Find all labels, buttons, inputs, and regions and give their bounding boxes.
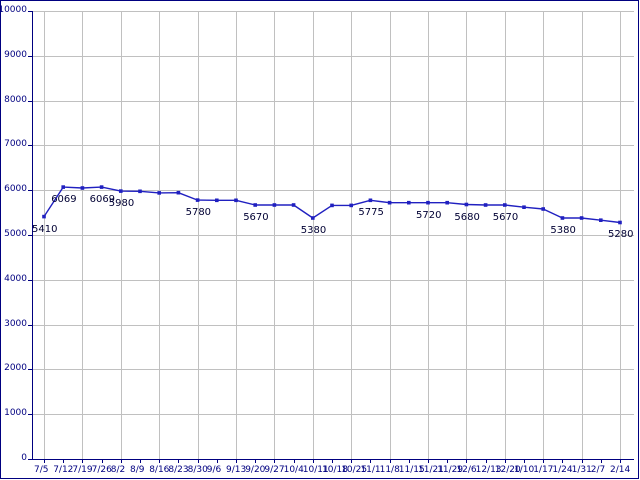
x-tick-label: 10/11: [302, 465, 329, 475]
x-tick-label: 1/17: [533, 465, 554, 475]
x-tick-label: 11/8: [379, 465, 400, 475]
axis-ticks: [28, 11, 621, 463]
y-tick-label: 7000: [4, 139, 27, 150]
x-tick-label: 11/15: [398, 465, 425, 475]
x-tick-label: 8/9: [130, 465, 145, 475]
data-point: [407, 200, 411, 205]
data-point: [272, 203, 277, 207]
y-tick-label: 10000: [0, 5, 27, 15]
x-tick-label: 12/6: [456, 465, 477, 475]
data-point: [176, 190, 181, 195]
data-point: [80, 186, 85, 190]
x-tick-label: 1/31: [571, 465, 592, 475]
x-tick-label: 7/12: [53, 465, 74, 475]
data-point-label: 5980: [108, 198, 135, 210]
x-tick-label: 2/7: [590, 465, 606, 475]
data-point: [445, 200, 449, 205]
gridlines: [32, 11, 634, 460]
y-tick-label: 2000: [4, 363, 27, 374]
y-tick-label: 6000: [4, 184, 27, 195]
data-point: [618, 220, 622, 225]
x-tick-label: 8/2: [110, 465, 126, 475]
x-tick-label: 9/6: [206, 465, 222, 475]
data-point-label: 5670: [492, 211, 519, 223]
x-tick-label: 12/13: [475, 465, 502, 475]
y-tick-label: 1000: [4, 408, 27, 419]
data-point: [234, 198, 238, 203]
data-point: [42, 214, 46, 219]
data-point: [61, 185, 65, 189]
data-point-label: 5410: [32, 223, 58, 235]
data-point: [426, 200, 430, 205]
x-tick-label: 9/13: [226, 465, 247, 475]
data-point: [541, 207, 545, 211]
x-tick-label: 7/5: [34, 465, 49, 475]
data-point-label: 5720: [416, 209, 442, 221]
data-point: [99, 185, 104, 189]
data-point-label: 5670: [243, 211, 269, 223]
x-tick-label: 7/19: [72, 465, 93, 475]
data-point-label: 6069: [89, 194, 116, 206]
y-tick-label: 5000: [4, 229, 27, 239]
x-tick-label: 10/18: [322, 465, 348, 475]
x-tick-label: 9/20: [245, 465, 266, 475]
x-tick-label: 9/27: [264, 465, 285, 475]
data-point-label: 5280: [608, 229, 634, 241]
data-point-label: 5780: [185, 207, 212, 219]
data-point: [330, 203, 334, 208]
data-point-label: 5380: [300, 224, 327, 236]
y-tick-label: 8000: [4, 94, 27, 105]
data-point: [522, 205, 526, 209]
x-tick-label: 1/10: [514, 465, 535, 475]
data-point: [483, 203, 488, 207]
x-tick-label: 11/21: [418, 465, 444, 475]
x-tick-label: 11/29: [437, 465, 464, 475]
data-point: [387, 200, 392, 205]
y-tick-label: 4000: [4, 273, 27, 284]
data-point-label: 5680: [454, 211, 480, 223]
data-point-label: 5775: [358, 207, 384, 219]
data-point: [215, 198, 219, 203]
x-tick-label: 12/20: [494, 465, 521, 475]
data-point: [195, 198, 200, 202]
x-tick-label: 7/26: [91, 465, 112, 475]
y-tick-label: 3000: [4, 318, 27, 329]
data-point: [291, 203, 296, 207]
y-tick-label: 0: [21, 453, 27, 463]
series-markers: [42, 185, 622, 225]
y-tick-label: 9000: [4, 49, 27, 60]
x-tick-label: 10/4: [283, 465, 304, 475]
x-tick-label: 1/24: [552, 465, 573, 475]
data-point: [311, 216, 315, 220]
x-tick-label: 10/25: [341, 465, 368, 475]
data-point: [503, 203, 507, 207]
data-point: [349, 203, 353, 208]
data-point: [560, 216, 565, 220]
data-point: [464, 202, 469, 207]
data-point: [368, 198, 373, 203]
x-tick-label: 8/23: [168, 465, 189, 475]
data-point: [119, 189, 123, 193]
data-point: [253, 203, 257, 207]
data-point-label: 6069: [51, 194, 77, 206]
x-tick-label: 8/30: [187, 465, 208, 475]
data-point-label: 5380: [550, 224, 576, 236]
data-point: [138, 189, 142, 194]
x-tick-label: 8/16: [149, 465, 170, 475]
data-point: [157, 191, 161, 195]
data-point: [599, 218, 603, 222]
x-tick-label: 11/1: [360, 465, 381, 475]
data-point: [579, 216, 584, 220]
x-tick-label: 2/14: [610, 465, 631, 475]
